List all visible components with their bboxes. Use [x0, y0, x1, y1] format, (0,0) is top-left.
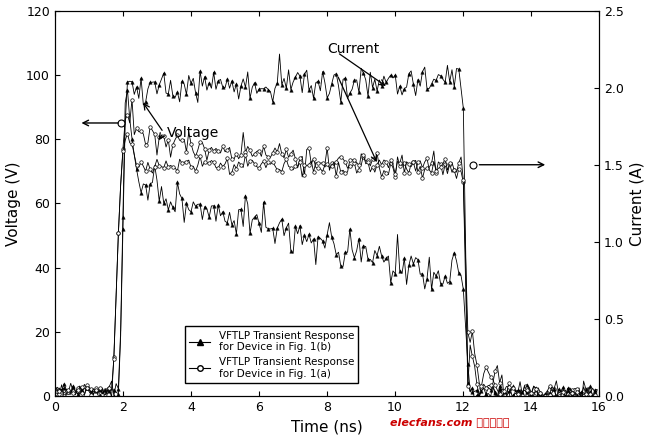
- Text: elecfans.com 电子发烧友: elecfans.com 电子发烧友: [390, 417, 510, 427]
- Legend: VFTLP Transient Response
for Device in Fig. 1(b), VFTLP Transient Response
for D: VFTLP Transient Response for Device in F…: [185, 326, 358, 383]
- Y-axis label: Voltage (V): Voltage (V): [6, 161, 21, 246]
- Y-axis label: Current (A): Current (A): [629, 161, 644, 246]
- Text: Current: Current: [327, 42, 379, 56]
- X-axis label: Time (ns): Time (ns): [291, 419, 363, 434]
- Text: Voltage: Voltage: [167, 126, 219, 139]
